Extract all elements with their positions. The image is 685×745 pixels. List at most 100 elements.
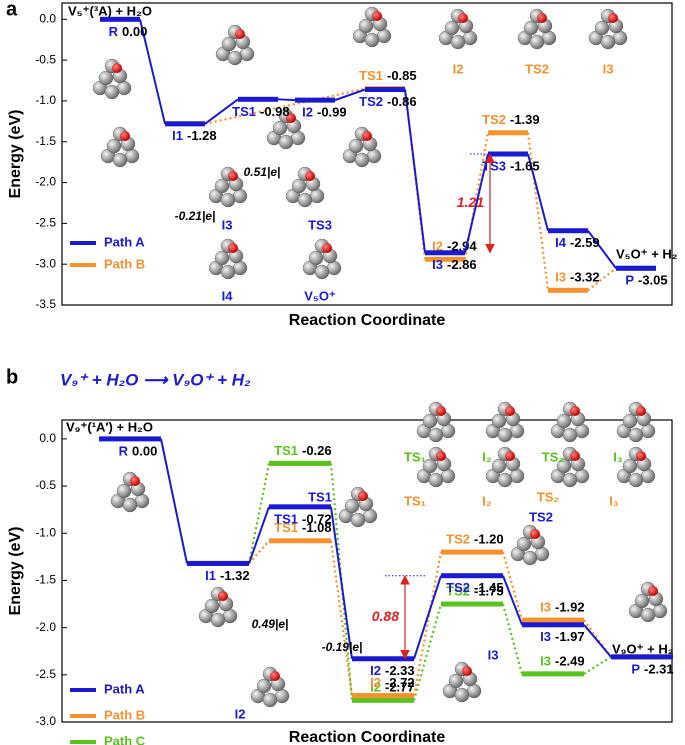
oxygen-atom: [130, 476, 140, 486]
oxygen-atom: [530, 529, 540, 539]
structure-image: [517, 8, 557, 50]
product-label: V₉O⁺ + H₂: [612, 641, 674, 656]
y-tick-label: -0.5: [35, 52, 56, 66]
atom: [220, 264, 236, 280]
atom: [220, 192, 236, 208]
energy-level: [616, 265, 656, 271]
connector: [501, 603, 524, 675]
structure-label: I₃: [613, 449, 623, 464]
oxygen-atom: [537, 13, 547, 23]
value-label: -1.92: [555, 600, 585, 615]
atom: [272, 120, 288, 136]
connector: [587, 230, 617, 269]
energy-level: [295, 97, 335, 103]
value-label: -1.65: [510, 158, 540, 173]
state-label: I2: [370, 663, 381, 678]
structure-image: [250, 666, 290, 708]
atom: [278, 134, 294, 150]
oxygen-atom: [235, 29, 245, 39]
atom: [354, 152, 370, 168]
structure-image: [588, 8, 628, 50]
value-label: -0.72: [302, 511, 332, 526]
plot-frame: [61, 2, 673, 306]
atom: [497, 472, 513, 488]
state-label: TS1: [274, 520, 298, 535]
state-label: I2: [302, 105, 313, 120]
atom: [204, 598, 220, 614]
panel-title: V₉⁺ + H₂O ⟶ V₉O⁺ + H₂: [60, 370, 251, 389]
oxygen-atom: [458, 13, 468, 23]
energy-level: [352, 656, 414, 662]
structure-label: TS2: [529, 509, 553, 524]
state-label: TS1: [274, 511, 298, 526]
connector: [587, 267, 617, 292]
atom: [628, 427, 644, 443]
energy-level: [441, 549, 503, 555]
atom: [622, 413, 638, 429]
oxygen-atom: [570, 406, 580, 416]
energy-gap-label: 1.21: [457, 194, 484, 210]
energy-level: [425, 250, 465, 256]
connector: [526, 132, 550, 291]
value-label: -2.72: [385, 675, 415, 690]
energy-level: [548, 228, 588, 234]
state-label: TS1: [359, 68, 383, 83]
atom: [116, 483, 132, 499]
connector: [247, 463, 271, 564]
connector: [501, 551, 524, 621]
y-tick-label: -1.5: [35, 134, 56, 148]
oxygen-atom: [362, 131, 372, 141]
state-label: I3: [540, 629, 551, 644]
oxygen-atom: [358, 491, 368, 501]
oxygen-atom: [636, 451, 646, 461]
connector: [277, 98, 296, 102]
energy-level: [365, 87, 405, 93]
state-label: I2: [432, 239, 443, 254]
state-label: P: [625, 273, 634, 288]
structure-image: [442, 661, 482, 703]
value-label: -2.49: [555, 653, 585, 668]
structure-label: V₅O⁺: [304, 288, 336, 303]
structure-label: TS₂: [542, 449, 565, 464]
y-tick-label: 0.0: [39, 11, 56, 25]
panel-letter: a: [6, 0, 18, 20]
atom: [491, 458, 507, 474]
atom: [491, 413, 507, 429]
value-label: -1.39: [510, 112, 540, 127]
product-label: V₅O⁺ + H₂: [616, 246, 678, 261]
x-axis-label: Reaction Coordinate: [289, 312, 446, 329]
atom: [497, 427, 513, 443]
oxygen-atom: [636, 406, 646, 416]
value-label: -1.45: [474, 580, 504, 595]
charge-label: -0.19|e|: [322, 640, 363, 654]
oxygen-atom: [305, 171, 315, 181]
structure-image: [208, 238, 248, 280]
atom: [112, 152, 128, 168]
structure-image: [215, 24, 255, 66]
connector: [404, 89, 426, 253]
state-label: R: [119, 443, 129, 458]
atom: [523, 20, 539, 36]
state-label: I3: [540, 653, 551, 668]
structure-label: TS3: [308, 217, 332, 232]
connector: [502, 575, 523, 626]
state-label: I3: [432, 257, 443, 272]
structure-image: [510, 524, 550, 566]
atom: [428, 427, 444, 443]
state-label: I2: [370, 680, 381, 695]
structure-label: TS₁: [404, 493, 426, 508]
atom: [291, 178, 307, 194]
oxygen-atom: [372, 11, 382, 21]
y-tick-label: -2.5: [35, 667, 56, 681]
value-label: -1.08: [302, 520, 332, 535]
oxygen-atom: [228, 243, 238, 253]
energy-gap-label: 0.88: [372, 608, 399, 624]
y-tick-label: -3.5: [35, 297, 56, 311]
atom: [556, 413, 572, 429]
energy-level: [269, 504, 331, 510]
atom: [256, 678, 272, 694]
value-label: -2.94: [447, 239, 477, 254]
connector: [329, 540, 354, 696]
x-axis-label: Reaction Coordinate: [289, 729, 446, 745]
